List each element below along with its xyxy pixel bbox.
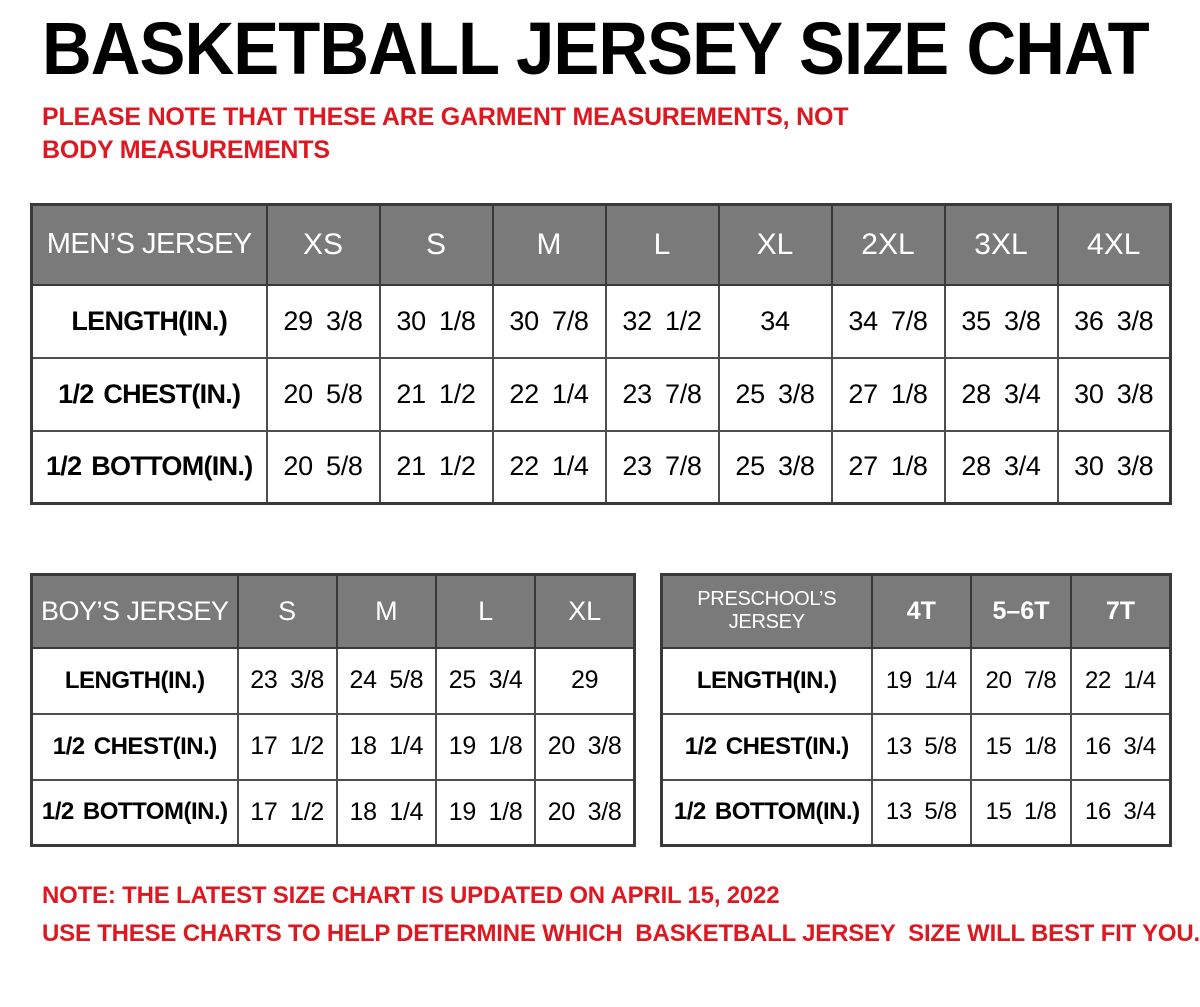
size-value: 22 1/4 xyxy=(491,356,607,432)
size-column-header-m: M xyxy=(335,573,438,649)
size-value: 25 3/8 xyxy=(717,356,833,432)
mens-table-title: MEN’S JERSEY xyxy=(30,203,268,286)
size-value: 16 3/4 xyxy=(1069,712,1172,781)
table-row: 1/2 BOTTOM(IN.) 20 5/8 21 1/2 22 1/4 23 7/8 2… xyxy=(30,429,1172,505)
size-column-header-4t: 4T xyxy=(870,573,973,649)
row-label: 1/2 CHEST(IN.) xyxy=(30,712,239,781)
size-column-header-l: L xyxy=(604,203,720,286)
size-value: 23 3/8 xyxy=(236,646,338,715)
size-value: 18 1/4 xyxy=(335,712,438,781)
size-column-header-xl: XL xyxy=(534,573,636,649)
mens-jersey-size-table: MEN’S JERSEY XS S M L XL 2XL 3XL 4XL LENGTH(IN.) 2… xyxy=(30,203,1172,505)
size-value: 17 1/2 xyxy=(236,712,338,781)
size-value: 30 3/8 xyxy=(1056,429,1172,505)
size-value: 36 3/8 xyxy=(1056,283,1172,359)
size-column-header-5–6t: 5–6T xyxy=(970,573,1072,649)
size-value: 24 5/8 xyxy=(335,646,438,715)
size-column-header-xl: XL xyxy=(717,203,833,286)
boys-jersey-size-table: BOY’S JERSEY S M L XL LENGTH(IN.) 23 3/8 24 5/8… xyxy=(30,573,636,847)
size-value: 30 3/8 xyxy=(1056,356,1172,432)
size-value: 35 3/8 xyxy=(943,283,1059,359)
size-value: 27 1/8 xyxy=(830,429,946,505)
row-label: LENGTH(IN.) xyxy=(30,646,239,715)
size-value: 28 3/4 xyxy=(943,429,1059,505)
size-column-header-m: M xyxy=(491,203,607,286)
table-row: 1/2 CHEST(IN.) 17 1/2 18 1/4 19 1/8 20 3/8 xyxy=(30,712,636,781)
size-value: 20 5/8 xyxy=(265,356,381,432)
row-label: 1/2 CHEST(IN.) xyxy=(660,712,873,781)
size-value: 28 3/4 xyxy=(943,356,1059,432)
size-value: 20 5/8 xyxy=(265,429,381,505)
size-value: 30 1/8 xyxy=(378,283,494,359)
header-row: BOY’S JERSEY S M L XL xyxy=(30,573,636,649)
boys-table-title: BOY’S JERSEY xyxy=(30,573,239,649)
update-date-note: NOTE: THE LATEST SIZE CHART IS UPDATED O… xyxy=(42,882,780,909)
size-value: 19 1/4 xyxy=(870,646,973,715)
row-label: 1/2 BOTTOM(IN.) xyxy=(30,429,268,505)
table-row: 1/2 BOTTOM(IN.) 13 5/8 15 1/8 16 3/4 xyxy=(660,778,1172,847)
size-value: 21 1/2 xyxy=(378,429,494,505)
size-value: 25 3/8 xyxy=(717,429,833,505)
usage-note: USE THESE CHARTS TO HELP DETERMINE WHICH… xyxy=(42,920,1200,947)
size-value: 21 1/2 xyxy=(378,356,494,432)
header-row: PRESCHOOL’S JERSEY 4T 5–6T 7T xyxy=(660,573,1172,649)
table-row: 1/2 BOTTOM(IN.) 17 1/2 18 1/4 19 1/8 20 3/8 xyxy=(30,778,636,847)
size-column-header-7t: 7T xyxy=(1069,573,1172,649)
size-column-header-3xl: 3XL xyxy=(943,203,1059,286)
size-value: 23 7/8 xyxy=(604,429,720,505)
table-row: LENGTH(IN.) 23 3/8 24 5/8 25 3/4 29 xyxy=(30,646,636,715)
row-label: 1/2 BOTTOM(IN.) xyxy=(30,778,239,847)
size-value: 29 3/8 xyxy=(265,283,381,359)
size-column-header-4xl: 4XL xyxy=(1056,203,1172,286)
table-row: 1/2 CHEST(IN.) 13 5/8 15 1/8 16 3/4 xyxy=(660,712,1172,781)
row-label: 1/2 BOTTOM(IN.) xyxy=(660,778,873,847)
size-value: 18 1/4 xyxy=(335,778,438,847)
preschool-table-title: PRESCHOOL’S JERSEY xyxy=(660,573,873,649)
size-value: 20 3/8 xyxy=(534,712,636,781)
table-row: LENGTH(IN.) 19 1/4 20 7/8 22 1/4 xyxy=(660,646,1172,715)
size-value: 29 xyxy=(534,646,636,715)
size-value: 20 3/8 xyxy=(534,778,636,847)
table-row: LENGTH(IN.) 29 3/8 30 1/8 30 7/8 32 1/2 34 34 … xyxy=(30,283,1172,359)
table-row: 1/2 CHEST(IN.) 20 5/8 21 1/2 22 1/4 23 7/8 25… xyxy=(30,356,1172,432)
header-row: MEN’S JERSEY XS S M L XL 2XL 3XL 4XL xyxy=(30,203,1172,286)
garment-measurement-note: PLEASE NOTE THAT THESE ARE GARMENT MEASU… xyxy=(42,103,856,164)
size-value: 22 1/4 xyxy=(1069,646,1172,715)
size-column-header-s: S xyxy=(378,203,494,286)
size-column-header-xs: XS xyxy=(265,203,381,286)
size-value: 25 3/4 xyxy=(434,646,537,715)
preschools-jersey-size-table: PRESCHOOL’S JERSEY 4T 5–6T 7T LENGTH(IN.) 19 … xyxy=(660,573,1172,847)
size-value: 34 xyxy=(717,283,833,359)
page-title: BASKETBALL JERSEY SIZE CHAT xyxy=(42,7,1150,90)
size-value: 19 1/8 xyxy=(434,712,537,781)
size-value: 23 7/8 xyxy=(604,356,720,432)
size-value: 15 1/8 xyxy=(970,712,1072,781)
size-value: 15 1/8 xyxy=(970,778,1072,847)
row-label: LENGTH(IN.) xyxy=(30,283,268,359)
size-column-header-2xl: 2XL xyxy=(830,203,946,286)
size-column-header-l: L xyxy=(434,573,537,649)
row-label: 1/2 CHEST(IN.) xyxy=(30,356,268,432)
size-value: 17 1/2 xyxy=(236,778,338,847)
size-value: 34 7/8 xyxy=(830,283,946,359)
size-value: 13 5/8 xyxy=(870,712,973,781)
size-value: 32 1/2 xyxy=(604,283,720,359)
size-value: 27 1/8 xyxy=(830,356,946,432)
size-value: 22 1/4 xyxy=(491,429,607,505)
size-column-header-s: S xyxy=(236,573,338,649)
size-value: 19 1/8 xyxy=(434,778,537,847)
row-label: LENGTH(IN.) xyxy=(660,646,873,715)
size-value: 16 3/4 xyxy=(1069,778,1172,847)
size-value: 13 5/8 xyxy=(870,778,973,847)
size-value: 30 7/8 xyxy=(491,283,607,359)
size-value: 20 7/8 xyxy=(970,646,1072,715)
